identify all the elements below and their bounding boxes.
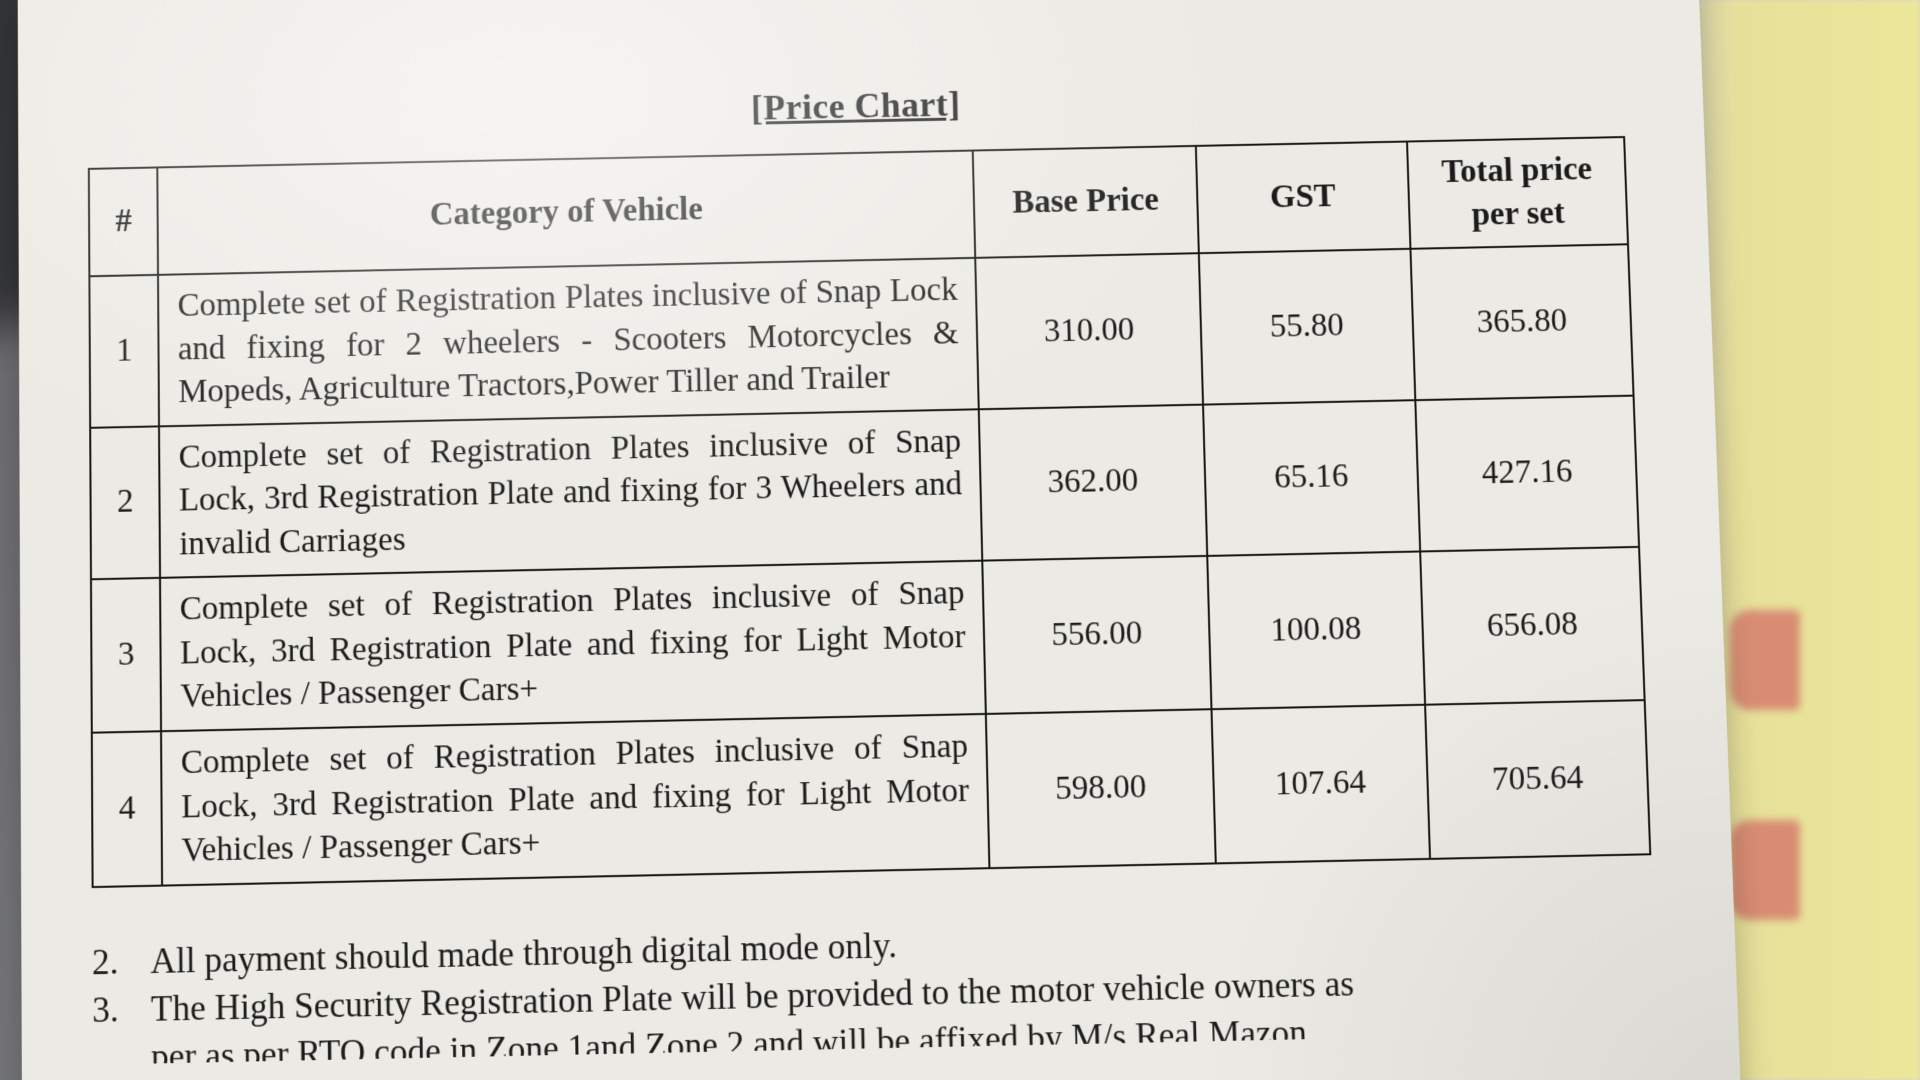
cell-total: 705.64	[1425, 700, 1650, 858]
col-header-index: #	[89, 167, 159, 276]
col-header-total: Total price per set	[1407, 137, 1628, 249]
cell-gst: 55.80	[1198, 249, 1415, 404]
cell-category: Complete set of Registration Plates incl…	[160, 561, 986, 731]
cell-base: 310.00	[976, 253, 1203, 409]
notes-list: 2. All payment should made through digit…	[92, 905, 1658, 1064]
cell-category: Complete set of Registration Plates incl…	[158, 258, 979, 426]
cell-base: 598.00	[986, 709, 1215, 868]
cell-base: 556.00	[983, 556, 1211, 714]
cell-gst: 100.08	[1207, 552, 1425, 709]
note-number: 2.	[92, 938, 123, 987]
cell-category: Complete set of Registration Plates incl…	[159, 409, 982, 578]
photo-scene: [Price Chart] # Category of Vehicle Base…	[0, 0, 1920, 1080]
price-chart-table: # Category of Vehicle Base Price GST Tot…	[88, 136, 1651, 888]
col-header-base: Base Price	[973, 146, 1198, 258]
col-header-category: Category of Vehicle	[158, 151, 976, 275]
page-title: [Price Chart]	[87, 69, 1624, 142]
cell-index: 3	[91, 578, 161, 733]
cell-gst: 65.16	[1203, 400, 1421, 556]
cell-index: 2	[90, 426, 160, 580]
col-header-gst: GST	[1195, 142, 1410, 254]
cell-total: 656.08	[1420, 547, 1644, 704]
cell-total: 365.80	[1411, 244, 1634, 400]
folder-tab	[1730, 610, 1800, 710]
document-page: [Price Chart] # Category of Vehicle Base…	[18, 0, 1742, 1080]
cell-index: 1	[89, 275, 159, 428]
note-number: 3.	[92, 986, 123, 1065]
cell-base: 362.00	[979, 404, 1207, 561]
cell-total: 427.16	[1415, 395, 1639, 551]
table-row: 4 Complete set of Registration Plates in…	[92, 700, 1650, 887]
cell-index: 4	[92, 731, 163, 886]
folder-tab	[1730, 820, 1800, 920]
cell-gst: 107.64	[1211, 705, 1430, 863]
cell-category: Complete set of Registration Plates incl…	[161, 714, 989, 885]
